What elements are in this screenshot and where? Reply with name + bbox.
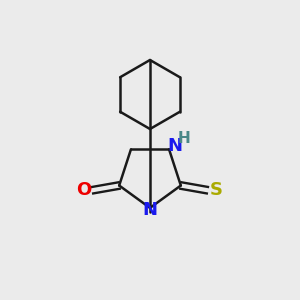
Text: N: N — [142, 201, 158, 219]
Text: O: O — [76, 181, 92, 199]
Text: H: H — [178, 131, 191, 146]
Text: S: S — [209, 181, 222, 199]
Text: N: N — [167, 137, 182, 155]
